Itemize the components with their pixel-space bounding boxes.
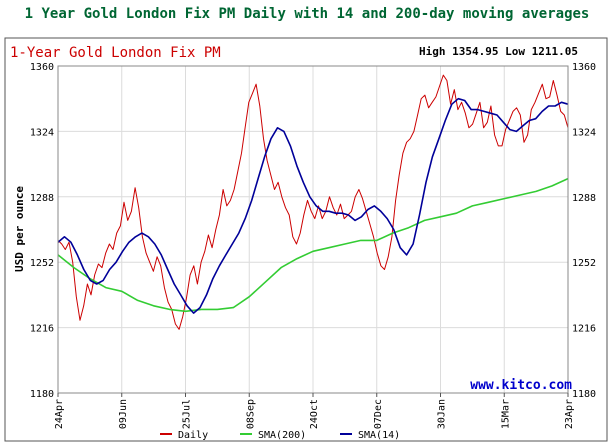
x-axis-ticks: 24Apr 09Jun 25Jul 08Sep 24Oct 07Dec 30Jan 15Mar… (54, 393, 575, 429)
y-tick-label-left: 1360 (30, 62, 54, 73)
y-tick-label-right: 1216 (572, 324, 596, 335)
watermark: www.kitco.com (470, 378, 572, 393)
series-lines (57, 74, 569, 330)
y-tick-label-left: 1324 (30, 127, 54, 138)
y-tick-label-left: 1252 (30, 258, 54, 269)
x-tick-label: 25Jul (182, 399, 193, 429)
legend: Daily SMA(200) SMA(14) (160, 430, 400, 441)
x-tick-label: 09Jun (118, 399, 129, 429)
y-tick-label-right: 1324 (572, 127, 596, 138)
y-axis-label: USD per ounce (13, 186, 26, 272)
y-tick-label-left: 1288 (30, 193, 54, 204)
x-tick-label: 24Oct (309, 399, 320, 429)
chart-title: 1 Year Gold London Fix PM Daily with 14 … (24, 6, 590, 22)
series-line-sma-200 (57, 177, 569, 313)
x-tick-label: 15Mar (500, 399, 511, 429)
legend-label: SMA(14) (358, 430, 400, 441)
y-tick-label-right: 1288 (572, 193, 596, 204)
y-tick-label-right: 1252 (572, 258, 596, 269)
y-axis-ticks: 1360 1360 1324 1324 1288 1288 1252 1252 1216 1216… (30, 62, 596, 400)
y-tick-label-left: 1216 (30, 324, 54, 335)
x-tick-label: 23Apr (564, 399, 575, 429)
series-line-daily (57, 74, 569, 330)
legend-label: SMA(200) (258, 430, 306, 441)
x-tick-label: 30Jan (437, 399, 448, 429)
y-tick-label-right: 1360 (572, 62, 596, 73)
chart-subtitle: 1-Year Gold London Fix PM (10, 45, 221, 61)
series-line-sma-14 (57, 97, 569, 314)
x-tick-label: 07Dec (373, 399, 384, 429)
y-tick-label-right: 1180 (572, 389, 596, 400)
legend-label: Daily (178, 430, 208, 441)
x-tick-label: 08Sep (245, 399, 256, 429)
y-tick-label-left: 1180 (30, 389, 54, 400)
x-tick-label: 24Apr (54, 399, 65, 429)
high-low-readout: High 1354.95 Low 1211.05 (419, 45, 578, 58)
